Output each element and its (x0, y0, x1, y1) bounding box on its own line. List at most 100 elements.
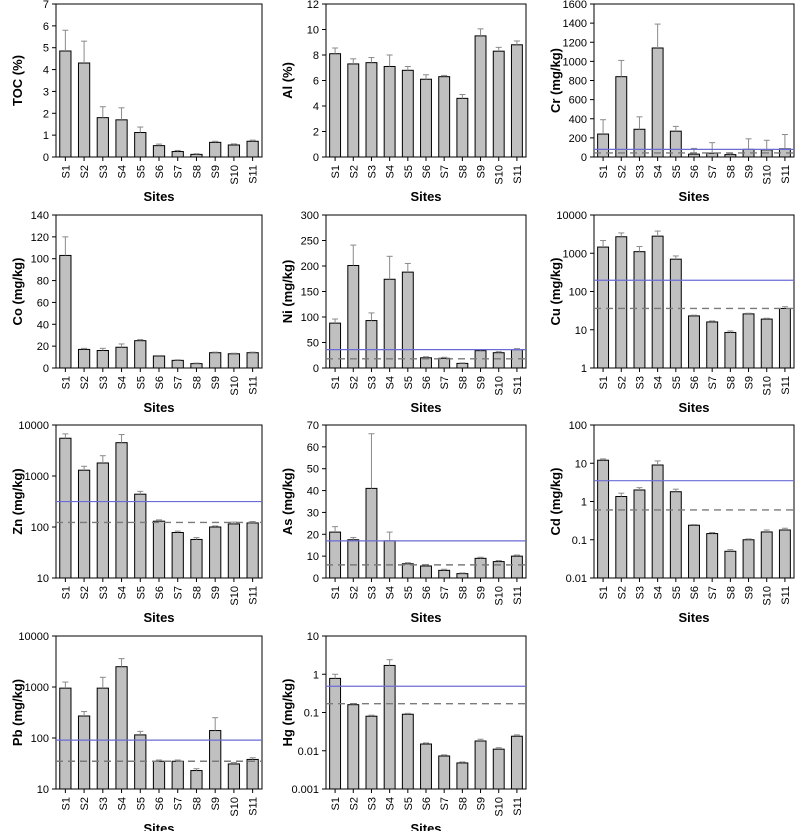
bar (651, 235, 664, 369)
bar (209, 141, 222, 158)
y-tick-label: 10 (307, 25, 319, 37)
bar (669, 491, 682, 579)
y-tick-label: 1000 (563, 56, 587, 68)
bar (706, 321, 719, 369)
x-tick-label: S5 (403, 376, 415, 389)
bar (724, 154, 737, 158)
x-tick-label: S7 (707, 586, 719, 599)
bar (456, 762, 469, 790)
x-tick-label: S9 (210, 165, 222, 178)
y-tick-label: 20 (37, 341, 49, 353)
y-axis-title: Hg (mg/kg) (280, 679, 295, 747)
x-tick-label: S1 (598, 376, 610, 389)
bar (401, 713, 414, 790)
bar (456, 573, 469, 579)
x-tick-label: S8 (191, 797, 203, 810)
bar (227, 353, 241, 369)
bar (651, 464, 664, 579)
panel-1: 0 1 2 3 4 5 6 7 S1 S2 S3 S4 S5 S6 S7 S8 S9 S10 S11 TOC (%) S… (10, 0, 263, 204)
x-tick-label: S8 (457, 797, 469, 810)
y-tick-label: 2 (313, 127, 319, 139)
y-tick-label: 0.01 (566, 573, 587, 585)
x-tick-label: S1 (598, 586, 610, 599)
x-tick-label: S10 (229, 586, 241, 606)
plot-frame (55, 214, 263, 369)
y-tick-label: 10000 (18, 420, 49, 432)
y-tick-label: 140 (31, 210, 49, 222)
y-tick-label: 10 (575, 325, 587, 337)
x-tick-label: S11 (512, 797, 524, 816)
bar (760, 531, 773, 579)
y-axis-title: Ni (mg/kg) (280, 260, 295, 324)
bar (438, 76, 451, 158)
y-tick-label: 6 (313, 76, 319, 88)
y-axis-title: Pb (mg/kg) (10, 679, 25, 746)
y-axis-title: Cr (mg/kg) (548, 48, 563, 113)
x-tick-label: S7 (707, 376, 719, 389)
y-tick-label: 100 (31, 254, 49, 266)
bar (96, 462, 109, 579)
bar (383, 664, 396, 790)
x-tick-label: S8 (191, 586, 203, 599)
y-tick-label: 1400 (563, 18, 587, 30)
panel-5: 0 50 100 150 200 250 300 S1 S2 S3 S4 S5 S6 S7 S8 S9 S10 S… (280, 210, 527, 415)
y-tick-label: 0 (313, 152, 319, 164)
x-tick-label: S5 (671, 376, 683, 389)
bar (115, 346, 128, 369)
x-tick-label: S7 (439, 165, 451, 178)
y-tick-label: 1600 (563, 0, 587, 11)
x-tick-label: S3 (366, 586, 378, 599)
y-tick-label: 100 (301, 312, 319, 324)
y-tick-label: 2 (43, 108, 49, 120)
y-tick-label: 50 (307, 464, 319, 476)
bar (383, 65, 396, 158)
bar (365, 715, 378, 790)
x-tick-label: S8 (457, 165, 469, 178)
bar (246, 140, 259, 158)
y-tick-label: 8 (313, 50, 319, 62)
x-tick-label: S9 (744, 586, 756, 599)
bar (134, 132, 147, 158)
x-tick-label: S11 (248, 376, 260, 395)
y-tick-label: 1200 (563, 37, 587, 49)
bar (778, 529, 791, 579)
y-tick-label: 20 (307, 529, 319, 541)
y-axis-title: Zn (mg/kg) (10, 468, 25, 534)
y-tick-label: 400 (569, 114, 587, 126)
x-axis-title: Sites (143, 610, 174, 625)
bar (420, 743, 432, 790)
y-tick-label: 0 (43, 152, 49, 164)
x-tick-label: S6 (421, 586, 433, 599)
y-tick-label: 10 (37, 573, 49, 585)
y-tick-label: 7 (43, 0, 49, 11)
bar (115, 119, 128, 158)
x-tick-label: S5 (403, 797, 415, 810)
y-tick-label: 1000 (25, 682, 49, 694)
x-tick-label: S6 (154, 797, 166, 810)
bar (492, 352, 505, 369)
panel-10: 10 100 1000 10000 S1 S2 S3 S4 S5 S6 S7 S8 S9 S10 S11 Pb… (10, 631, 263, 836)
bar (742, 313, 755, 369)
x-tick-label: S9 (210, 797, 222, 810)
y-tick-label: 30 (307, 507, 319, 519)
y-axis-title: Al (%) (280, 62, 295, 99)
x-tick-label: S3 (366, 797, 378, 810)
bar (246, 352, 259, 369)
x-tick-label: S4 (653, 376, 665, 389)
x-tick-label: S10 (762, 376, 774, 396)
x-tick-label: S11 (512, 586, 524, 605)
x-tick-label: S1 (330, 376, 342, 389)
x-tick-label: S5 (403, 586, 415, 599)
panel-7: 10 100 1000 10000 S1 S2 S3 S4 S5 S6 S7 S8 S9 S10 S11 Zn… (10, 420, 263, 625)
x-tick-label: S10 (494, 165, 506, 185)
bar (190, 363, 203, 369)
x-tick-label: S9 (744, 165, 756, 178)
x-tick-label: S1 (60, 797, 72, 810)
x-tick-label: S9 (476, 376, 488, 389)
bar (96, 350, 109, 369)
x-tick-label: S3 (634, 165, 646, 178)
bar (778, 307, 791, 369)
x-tick-label: S9 (210, 586, 222, 599)
bar (724, 550, 737, 579)
